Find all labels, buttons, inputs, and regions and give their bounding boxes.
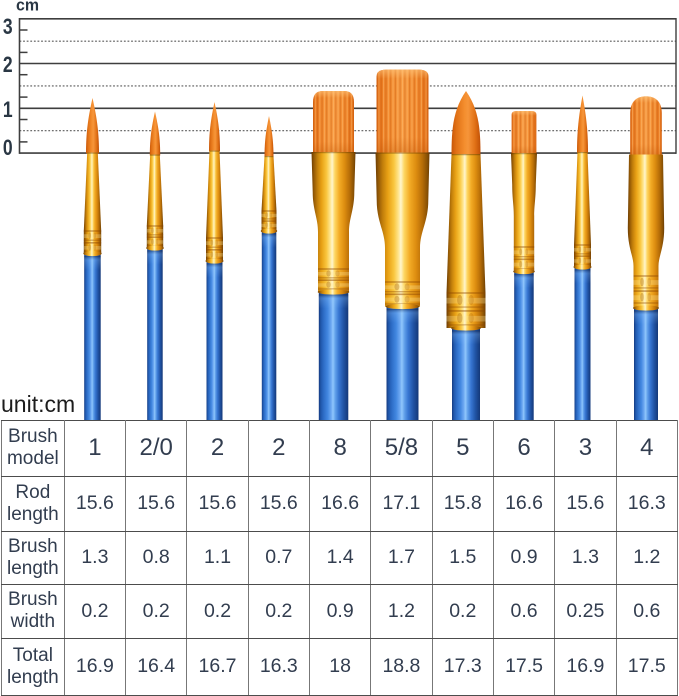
svg-text:0: 0 — [3, 136, 13, 161]
svg-text:3: 3 — [3, 15, 13, 40]
svg-text:cm: cm — [16, 0, 39, 15]
svg-text:1: 1 — [3, 98, 13, 123]
svg-text:2: 2 — [3, 53, 13, 78]
